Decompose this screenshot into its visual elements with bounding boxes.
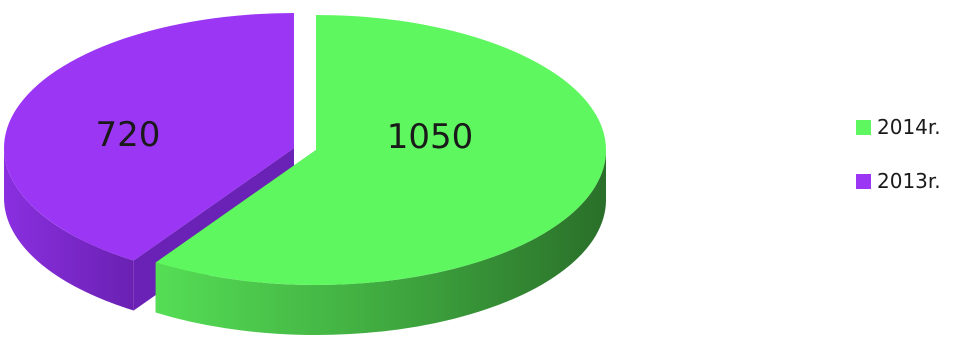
pie-slice-side-2013r-0 <box>4 148 134 311</box>
pie-slice-top-2013r <box>4 13 294 261</box>
legend-item-2013: 2013r. <box>856 166 968 196</box>
legend-swatch-2014 <box>856 119 871 135</box>
legend: 2014r. 2013r. <box>856 112 968 220</box>
legend-item-2014: 2014r. <box>856 112 968 142</box>
data-label-2013: 720 <box>96 115 161 155</box>
pie-slices <box>4 13 607 335</box>
data-label-2014: 1050 <box>387 117 474 157</box>
legend-swatch-2013 <box>856 173 871 189</box>
legend-label-2014: 2014r. <box>877 115 941 139</box>
pie-slice-2014r <box>155 15 607 335</box>
legend-label-2013: 2013r. <box>877 169 941 193</box>
pie-data-labels: 1050 720 <box>96 115 474 157</box>
pie-slice-top-2014r <box>155 15 607 285</box>
pie-slice-side-2014r-0 <box>155 150 606 335</box>
